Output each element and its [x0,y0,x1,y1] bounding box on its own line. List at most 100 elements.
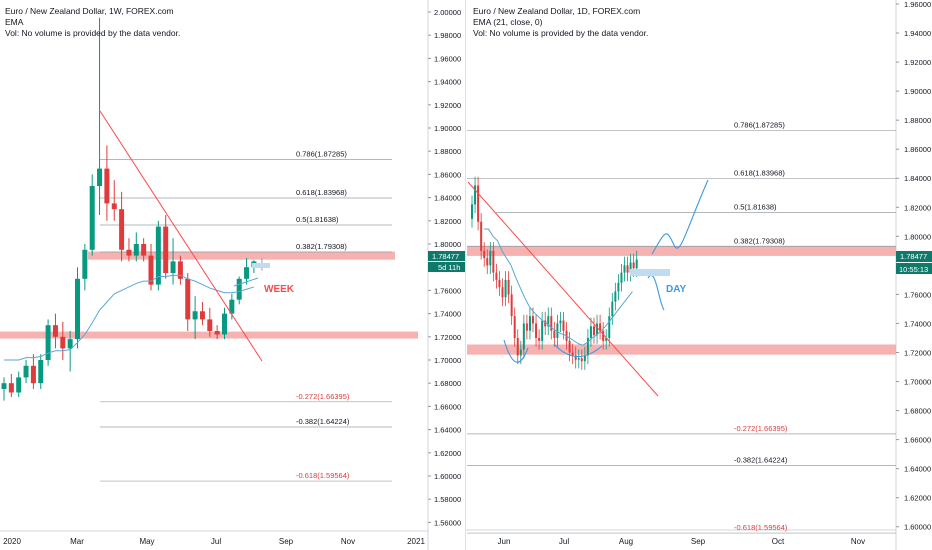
daily-chart-canvas[interactable]: 1.96000 1.94000 1.92000 1.90000 1.88000 1.860… [466,0,932,550]
daily-candle-body [605,337,608,341]
daily-candle-body [477,185,480,222]
weekly-candle-body [207,319,213,331]
weekly-candle-body [236,278,242,300]
weekly-candle-body [16,377,22,393]
weekly-price-tick-label: 1.62000 [434,449,461,458]
daily-candle-body [632,262,635,269]
weekly-price-tick-label: 1.64000 [434,426,461,435]
daily-chart-pane[interactable]: 1.96000 1.94000 1.92000 1.90000 1.88000 1.860… [466,0,932,550]
weekly-candle-body [229,299,235,314]
daily-candle-body [507,279,510,295]
daily-price-badge-label: 1.78477 [900,252,927,261]
weekly-fib-level-label: -0.618(1.59564) [296,471,350,480]
daily-fib-level-label: 0.5(1.81638) [734,203,777,212]
weekly-price-tick-label: 1.70000 [434,356,461,365]
daily-candle-body [474,185,477,205]
daily-fib-level-label: 0.382(1.79308) [734,236,785,245]
weekly-price-tick-label: 1.84000 [434,194,461,203]
daily-candle-body [586,337,589,356]
weekly-candle-body [141,244,147,256]
daily-candle-body [577,358,580,360]
daily-time-badge [896,263,932,274]
daily-price-tick-label: 1.76000 [904,290,931,299]
weekly-candle-body [170,261,176,273]
daily-price-tick-label: 1.90000 [904,87,931,96]
daily-price-tick-label: 1.60000 [904,523,931,532]
daily-candle-body [608,316,611,338]
daily-price-tick-label: 1.84000 [904,174,931,183]
daily-candle-body [495,272,498,280]
daily-price-tick-label: 1.70000 [904,378,931,387]
daily-resistance-zone [467,245,896,256]
weekly-candle-body [126,249,132,256]
weekly-fib-level-label: 0.382(1.79308) [296,242,347,251]
weekly-candle-body [163,226,169,273]
daily-chart-title: Euro / New Zealand Dollar, 1D, FOREX.com [473,6,641,16]
weekly-chart-pane[interactable]: 2.00000 1.98000 1.96000 1.94000 1.92000 1.900… [0,0,465,550]
weekly-target-box [252,263,270,268]
weekly-price-tick-label: 1.94000 [434,78,461,87]
weekly-price-tick-label: 1.86000 [434,170,461,179]
weekly-price-tick-label: 1.58000 [434,495,461,504]
daily-fib-level-label: 0.786(1.87285) [734,121,785,130]
weekly-volume-note: Vol: No volume is provided by the data v… [5,28,181,38]
weekly-candle-body [8,383,14,393]
daily-annotation-label: DAY [666,284,687,295]
daily-fib-level-label: 0.618(1.83968) [734,169,785,178]
daily-projection-down-path [647,274,665,311]
weekly-price-tick-label: 1.90000 [434,124,461,133]
weekly-time-badge [428,262,465,272]
weekly-candle-body [155,226,161,285]
weekly-time-badge-label: 5d 11h [438,263,460,272]
daily-ema-label: EMA (21, close, 0) [473,17,543,27]
weekly-time-tick-label: Nov [341,537,355,546]
weekly-candle-body [222,313,227,335]
daily-candle-body [510,294,513,317]
weekly-price-tick-label: 1.88000 [434,147,461,156]
weekly-price-tick-label: 1.82000 [434,217,461,226]
weekly-price-tick-label: 1.96000 [434,54,461,63]
daily-price-badge [896,251,932,262]
daily-candle-body [535,323,538,338]
weekly-ema-extension [233,277,259,287]
weekly-trend-line [99,110,263,362]
weekly-candle-body [45,325,51,360]
weekly-price-tick-label: 1.56000 [434,518,461,527]
daily-price-tick-label: 1.88000 [904,116,931,125]
weekly-price-tick-label: 1.72000 [434,333,461,342]
daily-candle-body [580,358,583,362]
daily-candle-body [489,250,492,266]
daily-time-tick-label: Jul [559,537,569,546]
weekly-resistance-zone [88,251,395,260]
weekly-chart-title: Euro / New Zealand Dollar, 1W, FOREX.com [5,6,174,16]
weekly-candle-body [89,186,95,250]
daily-candle-body [635,259,638,269]
daily-candle-body [483,250,486,259]
daily-price-tick-label: 1.72000 [904,348,931,357]
daily-price-tick-label: 1.96000 [904,0,931,9]
weekly-candle-body [192,311,198,320]
weekly-candle-body [1,383,7,389]
daily-candle-body [556,323,559,338]
daily-time-tick-label: Oct [772,537,785,546]
weekly-candle-body [97,168,103,186]
weekly-candle-body [119,209,125,250]
daily-resistance-zone [467,344,896,355]
daily-candle-body [574,355,577,360]
daily-price-tick-label: 1.92000 [904,58,931,67]
weekly-time-tick-label: 2020 [3,537,21,546]
daily-fib-level-label: -0.618(1.59564) [734,523,788,532]
daily-time-tick-label: Aug [619,537,633,546]
weekly-candle-body [111,203,117,210]
daily-time-tick-label: Sep [691,537,706,546]
weekly-candle-body [30,365,36,384]
daily-candle-body [620,272,623,283]
daily-time-tick-label: Jun [498,537,511,546]
daily-candle-body [614,291,617,302]
weekly-candle-body [244,267,250,279]
daily-candle-body [544,320,547,327]
weekly-price-tick-label: 1.66000 [434,402,461,411]
daily-candle-body [519,349,522,356]
pane-divider[interactable] [465,0,466,550]
weekly-chart-canvas[interactable]: 2.00000 1.98000 1.96000 1.94000 1.92000 1.900… [0,0,465,550]
